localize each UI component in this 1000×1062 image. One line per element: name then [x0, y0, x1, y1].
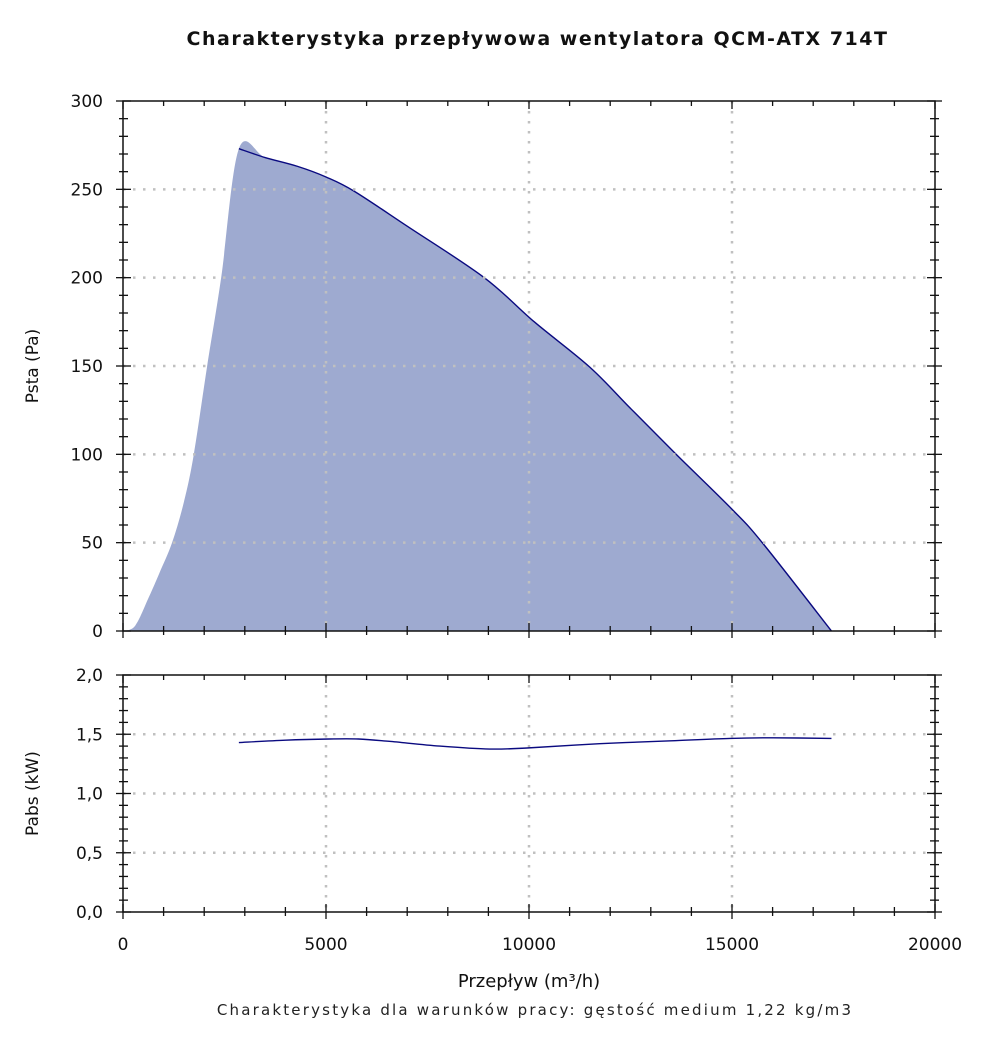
y-axis-label: Pabs (kW): [23, 751, 43, 836]
psta-chart: 0 50 100 150 200 250 300 Psta (Pa): [23, 92, 942, 642]
x-tick-label: 5000: [304, 935, 347, 955]
chart-footnote: Charakterystyka dla warunków pracy: gęst…: [216, 1001, 854, 1019]
y-tick-label: 2,0: [76, 666, 103, 686]
y-tick-label: 250: [71, 180, 103, 200]
chart-title: Charakterystyka przepływowa wentylatora …: [186, 28, 889, 50]
y-tick-label: 100: [71, 445, 103, 465]
y-tick-label: 300: [71, 92, 103, 112]
y-tick-label: 50: [81, 534, 103, 554]
y-tick-label: 1,0: [76, 785, 103, 805]
pabs-chart: 0,0 0,5 1,0 1,5 2,0 0 5000 10000 15000 20000 Pabs …: [23, 666, 962, 992]
x-tick-label: 10000: [502, 935, 556, 955]
y-axis-label: Psta (Pa): [23, 329, 43, 403]
pabs-line: [238, 737, 832, 750]
psta-line: [238, 148, 833, 632]
x-tick-label: 20000: [908, 935, 962, 955]
y-tick-label: 0: [92, 622, 103, 642]
y-tick-label: 200: [71, 269, 103, 289]
x-tick-label: 15000: [705, 935, 759, 955]
x-axis-label: Przepływ (m³/h): [458, 971, 600, 992]
psta-area: [123, 141, 832, 631]
y-tick-label: 0,0: [76, 903, 103, 923]
y-tick-label: 1,5: [76, 725, 103, 745]
y-tick-label: 0,5: [76, 844, 103, 864]
y-tick-label: 150: [71, 357, 103, 377]
x-tick-label: 0: [118, 935, 129, 955]
